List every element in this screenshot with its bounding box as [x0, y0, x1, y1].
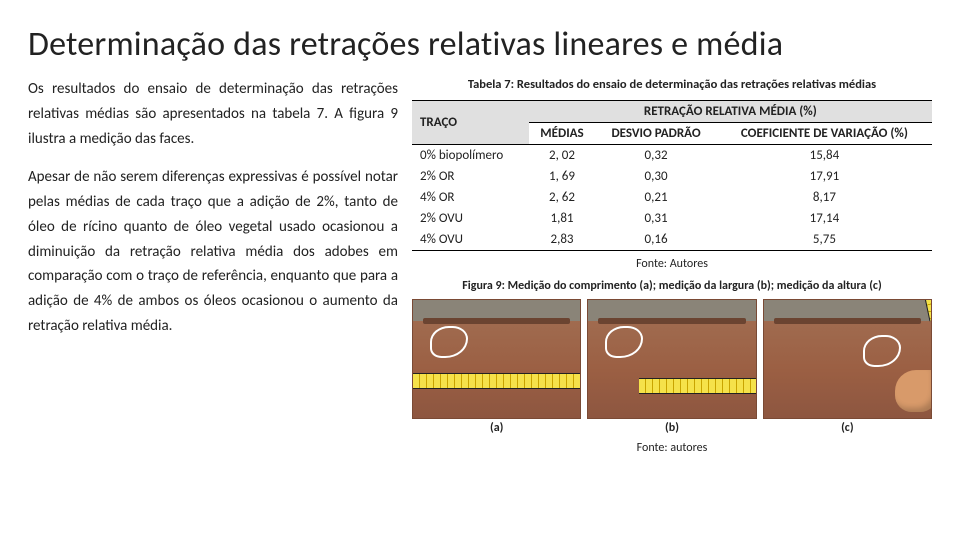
paragraph-2: Apesar de não serem diferenças expressiv… — [28, 165, 398, 338]
label-b: (b) — [587, 421, 756, 435]
table-row: 4% OR 2, 62 0,21 8,17 — [412, 187, 932, 208]
th-coef: COEFICIENTE DE VARIAÇÃO (%) — [717, 123, 932, 145]
figure-fonte: Fonte: autores — [412, 441, 932, 455]
figure-caption: Figura 9: Medição do comprimento (a); me… — [412, 279, 932, 293]
table-row: 2% OVU 1,81 0,31 17,14 — [412, 208, 932, 229]
table-row: 4% OVU 2,83 0,16 5,75 — [412, 229, 932, 251]
results-table: TRAÇO RETRAÇÃO RELATIVA MÉDIA (%) MÉDIAS… — [412, 100, 932, 251]
paragraph-1: Os resultados do ensaio de determinação … — [28, 77, 398, 151]
th-group: RETRAÇÃO RELATIVA MÉDIA (%) — [529, 101, 932, 123]
table-caption: Tabela 7: Resultados do ensaio de determ… — [412, 77, 932, 92]
figure-labels: (a) (b) (c) — [412, 421, 932, 435]
figure-photos — [412, 299, 932, 419]
left-text-column: Os resultados do ensaio de determinação … — [28, 77, 398, 459]
slide-title: Determinação das retrações relativas lin… — [28, 24, 932, 65]
photo-c — [763, 299, 932, 419]
label-a: (a) — [412, 421, 581, 435]
table-row: 0% biopolímero 2, 02 0,32 15,84 — [412, 145, 932, 167]
th-desvio: DESVIO PADRÃO — [595, 123, 717, 145]
table-fonte: Fonte: Autores — [412, 257, 932, 271]
label-c: (c) — [763, 421, 932, 435]
photo-b — [587, 299, 756, 419]
th-traco: TRAÇO — [412, 101, 529, 145]
table-row: 2% OR 1, 69 0,30 17,91 — [412, 166, 932, 187]
th-medias: MÉDIAS — [529, 123, 596, 145]
photo-a — [412, 299, 581, 419]
